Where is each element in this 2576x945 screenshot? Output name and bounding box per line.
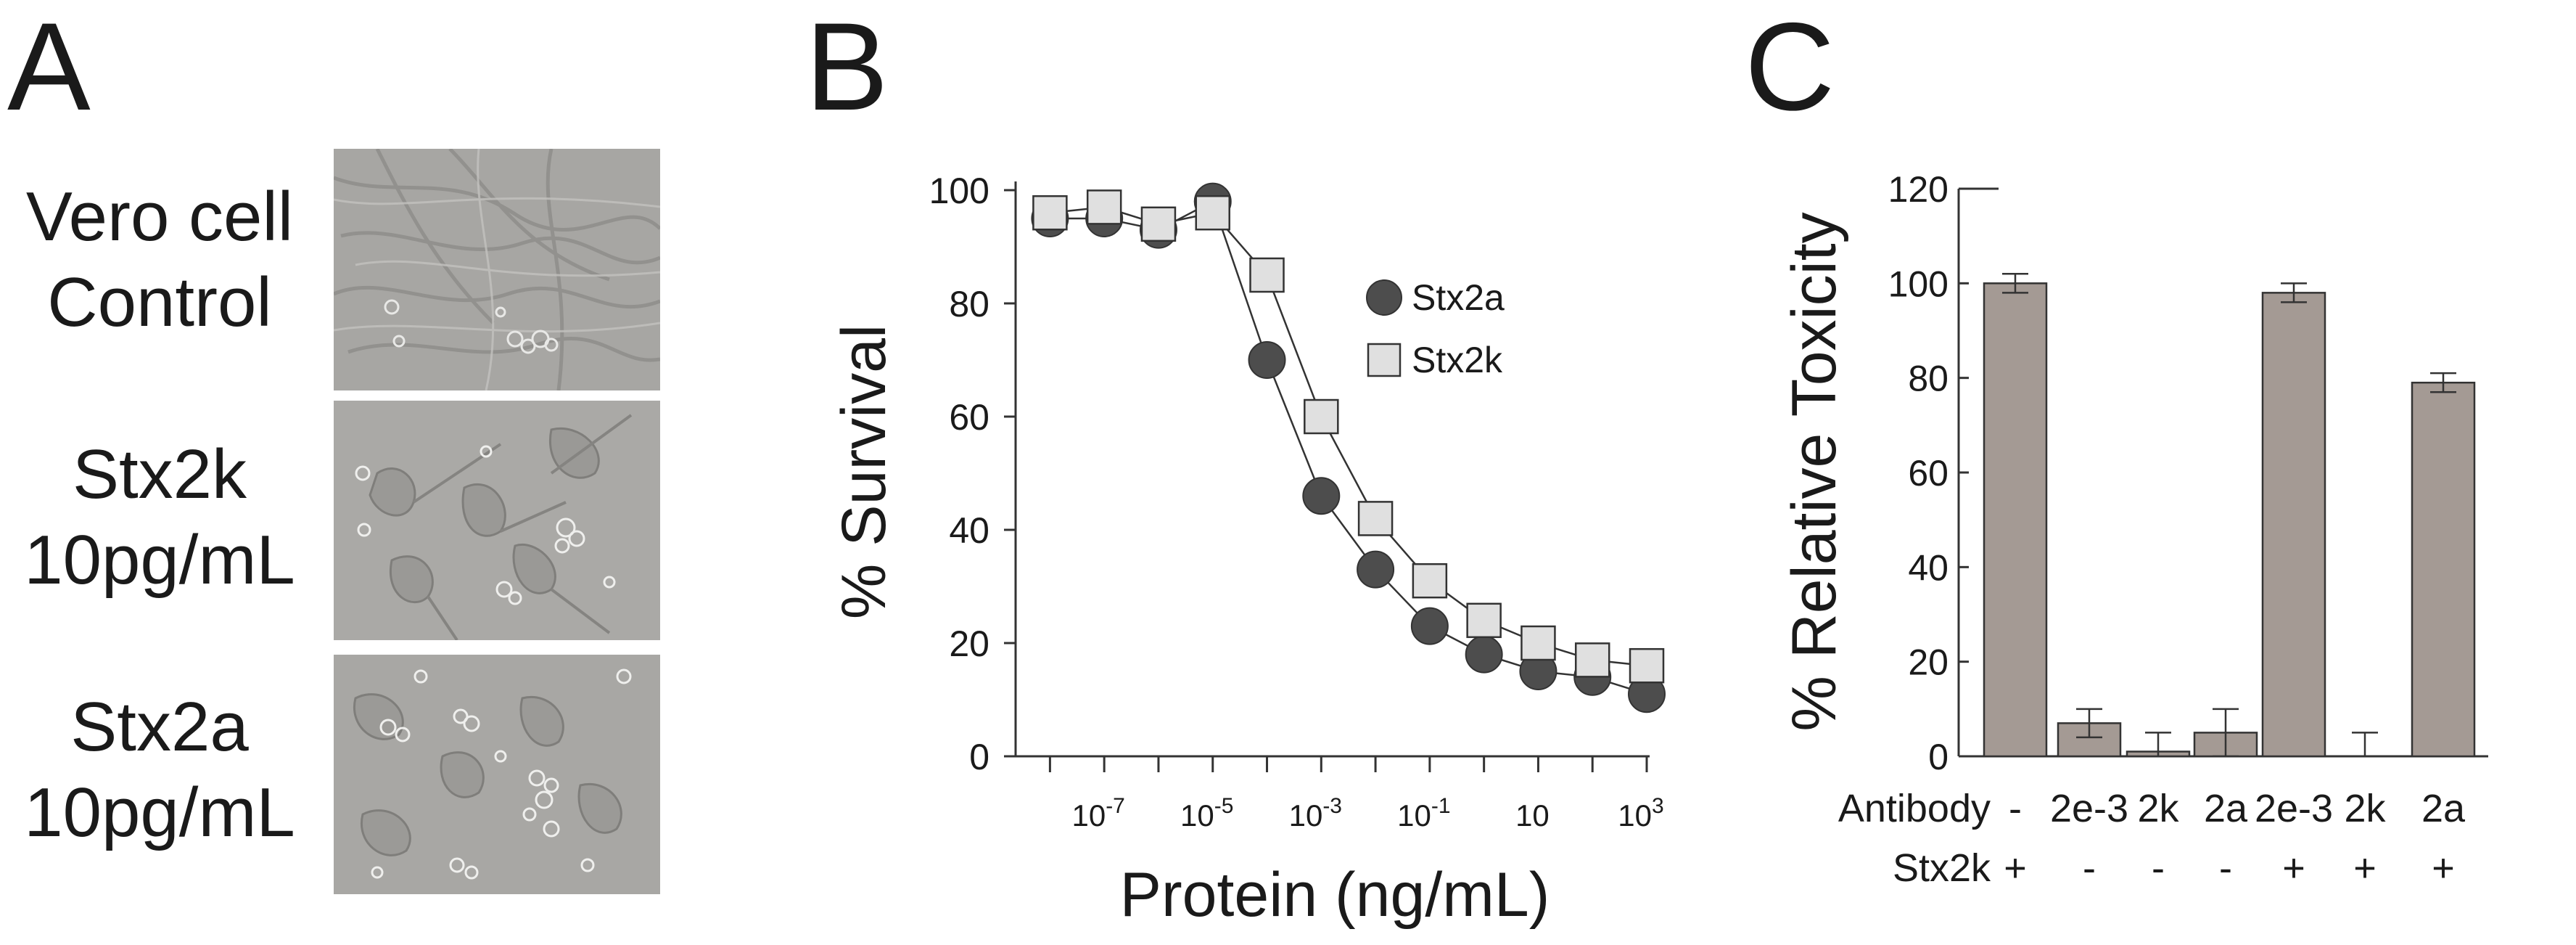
stx2k-sign: - <box>2083 846 2096 890</box>
x-tick-label-base: 10 <box>1180 798 1214 832</box>
data-point-stx2k <box>1521 625 1556 661</box>
series-line-stx2k <box>1050 206 1647 667</box>
data-point-stx2k <box>1304 398 1339 435</box>
data-point-stx2k <box>1140 206 1177 242</box>
legend-marker-stx2a <box>1366 279 1402 316</box>
antibody-label: 2k <box>2137 787 2179 830</box>
data-point-stx2a <box>1357 550 1395 589</box>
y-tick-label: 60 <box>1908 453 1949 494</box>
row-label-line1: Stx2a <box>70 688 249 766</box>
data-point-stx2a <box>1465 635 1503 674</box>
stx2k-sign: + <box>2282 846 2305 890</box>
data-point-stx2a <box>1302 477 1341 515</box>
row-label-stx2a: Stx2a 10pg/mL <box>0 684 319 856</box>
y-tick-label: 40 <box>1908 547 1949 588</box>
micrograph-stx2k <box>334 401 660 640</box>
x-tick-label: 10 <box>1515 798 1550 832</box>
data-point-stx2k <box>1574 642 1610 678</box>
panel-a-letter: A <box>7 0 91 136</box>
row-label-control: Vero cell Control <box>0 174 319 345</box>
data-point-stx2k <box>1032 195 1068 231</box>
antibody-label: 2e-3 <box>2050 787 2128 830</box>
survival-chart-lines <box>1050 200 1647 695</box>
row-label-line2: 10pg/mL <box>24 521 295 599</box>
data-point-stx2k <box>1249 257 1285 293</box>
data-point-stx2a <box>1248 341 1286 379</box>
panel-c-letter: C <box>1745 0 1835 136</box>
x-tick-label: 10-3 <box>1289 794 1342 832</box>
antibody-label: 2k <box>2344 787 2386 830</box>
x-tick-label-base: 10 <box>1289 798 1323 832</box>
y-tick-label: 120 <box>1888 169 1949 210</box>
x-tick-label-exponent: 3 <box>1652 794 1664 818</box>
x-tick-label-exponent: -5 <box>1214 794 1234 818</box>
stx2k-sign: + <box>2432 846 2455 890</box>
stx2k-sign: + <box>2353 846 2377 890</box>
row-label-line2: Control <box>47 263 272 341</box>
stx2k-sign: + <box>2004 846 2027 890</box>
y-tick-label: 0 <box>969 737 989 777</box>
stx2k-sign: - <box>2219 846 2232 890</box>
y-tick-label: 80 <box>1908 359 1949 399</box>
data-point-stx2k <box>1412 562 1448 599</box>
antibody-label: 2e-3 <box>2255 787 2333 830</box>
bar <box>1983 282 2048 758</box>
x-tick-label-base: 10 <box>1515 798 1550 832</box>
y-tick-label: 80 <box>949 284 989 324</box>
antibody-label: 2a <box>2204 787 2248 830</box>
antibody-label: 2a <box>2421 787 2466 830</box>
row-label-antibody: Antibody <box>1838 787 1991 830</box>
toxicity-chart-bars <box>1983 273 2476 758</box>
x-tick-label: 103 <box>1618 794 1663 832</box>
row-label-line1: Stx2k <box>72 435 247 513</box>
x-tick-label-base: 10 <box>1071 798 1106 832</box>
micrograph-control <box>334 149 660 390</box>
survival-chart-points <box>1031 182 1666 713</box>
x-axis-title: Protein (ng/mL) <box>1120 860 1550 929</box>
micrograph-stx2a <box>334 655 660 894</box>
data-point-stx2k <box>1466 602 1502 639</box>
y-tick-label: 100 <box>1888 263 1949 304</box>
y-tick-label: 40 <box>949 510 989 551</box>
row-label-stx2k: Stx2k 10pg/mL <box>0 432 319 603</box>
y-axis-title: % Survival <box>829 324 899 619</box>
y-tick-label: 0 <box>1928 737 1949 777</box>
y-tick-label: 100 <box>929 171 989 211</box>
row-label-line2: 10pg/mL <box>24 774 295 851</box>
x-tick-label: 10-5 <box>1180 794 1233 832</box>
series-line-stx2a <box>1050 200 1647 695</box>
row-label-stx2k: Stx2k <box>1893 846 1991 890</box>
data-point-stx2k <box>1357 501 1394 536</box>
antibody-label: - <box>2009 787 2022 830</box>
x-tick-label: 10-1 <box>1397 794 1450 832</box>
panel-b-letter: B <box>805 0 889 136</box>
x-tick-label-exponent: -1 <box>1431 794 1451 818</box>
data-point-stx2k <box>1629 647 1665 684</box>
legend-marker-stx2k <box>1367 343 1402 377</box>
data-point-stx2a <box>1410 607 1449 645</box>
survival-chart-legend: Stx2a Stx2k <box>1366 277 1505 380</box>
legend-label-stx2k: Stx2k <box>1412 340 1503 380</box>
x-tick-label-base: 10 <box>1618 798 1652 832</box>
y-tick-label: 20 <box>1908 642 1949 683</box>
legend-label-stx2a: Stx2a <box>1412 277 1505 318</box>
bar <box>2261 292 2326 758</box>
data-point-stx2k <box>1195 195 1230 231</box>
x-tick-label-base: 10 <box>1397 798 1431 832</box>
data-point-stx2k <box>1086 189 1122 225</box>
stx2k-sign: - <box>2152 846 2165 890</box>
bar <box>2411 381 2476 758</box>
x-tick-label-exponent: -7 <box>1106 794 1125 818</box>
y-tick-label: 60 <box>949 397 989 438</box>
y-axis-title: % Relative Toxicity <box>1779 212 1849 731</box>
toxicity-chart: 0 20 40 60 80 100 120 % Relative Toxicity Antib… <box>1779 169 2488 890</box>
y-tick-label: 20 <box>949 623 989 664</box>
x-tick-label-exponent: -3 <box>1322 794 1342 818</box>
row-label-line1: Vero cell <box>25 178 294 255</box>
toxicity-chart-axes: 0 20 40 60 80 100 120 % Relative Toxicity <box>1779 169 2488 777</box>
x-tick-label: 10-7 <box>1071 794 1124 832</box>
